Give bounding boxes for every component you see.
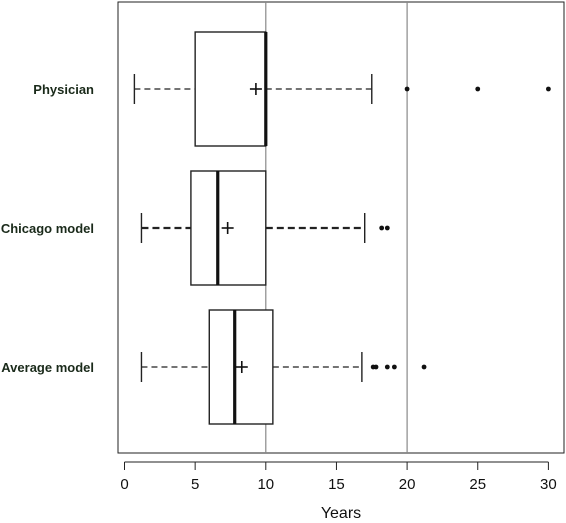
outlier-point — [546, 86, 551, 92]
x-tick-label: 20 — [399, 476, 416, 493]
outlier-point — [373, 364, 379, 370]
outlier-point — [379, 225, 385, 231]
plot-frame — [117, 1, 565, 454]
outlier-point — [475, 86, 481, 92]
category-label: Average model — [1, 360, 94, 375]
x-tick-label: 30 — [540, 476, 557, 493]
x-tick-label: 25 — [469, 476, 486, 493]
outlier-point — [421, 364, 427, 370]
x-tick-label: 0 — [120, 476, 128, 493]
box-group — [140, 309, 427, 425]
category-labels: Physician Chicago model Average model — [1, 82, 94, 375]
outlier-point — [404, 86, 410, 92]
outlier-point — [384, 364, 390, 370]
x-axis-title: Years — [321, 505, 361, 522]
box-group — [133, 31, 551, 147]
x-tick-label: 5 — [191, 476, 199, 493]
boxes — [133, 31, 551, 425]
outlier-point — [384, 225, 390, 231]
x-tick-label: 10 — [257, 476, 274, 493]
x-tick-label: 15 — [328, 476, 345, 493]
box-group — [140, 170, 390, 286]
category-label: Chicago model — [1, 221, 94, 236]
outlier-point — [391, 364, 397, 370]
category-label: Physician — [33, 82, 94, 97]
x-axis: 0 5 10 15 20 25 30 — [120, 461, 557, 493]
